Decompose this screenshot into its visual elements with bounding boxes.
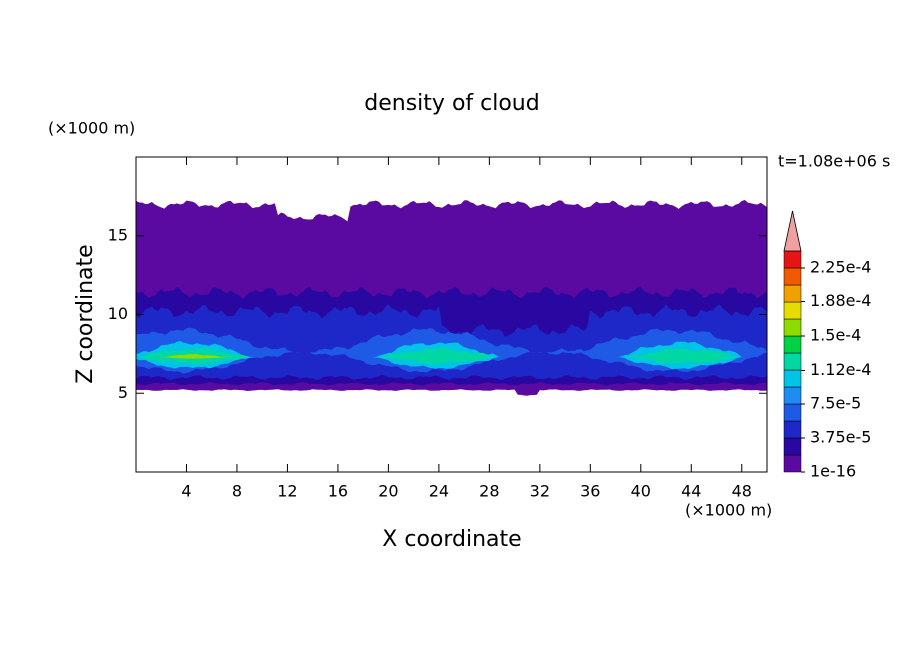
x-axis-label: X coordinate (382, 527, 521, 552)
colorbar-tick-label: 1.88e-4 (810, 291, 871, 310)
x-unit: (×1000 m) (685, 501, 772, 520)
contour-fill (136, 347, 767, 365)
x-tick-label: 32 (530, 482, 550, 501)
x-tick-label: 36 (580, 482, 600, 501)
colorbar-tick-label: 1.12e-4 (810, 360, 871, 379)
colorbar-segment (783, 386, 802, 405)
colorbar-segment (783, 352, 802, 371)
annotation: t=1.08e+06 s (778, 152, 890, 171)
colorbar-segment (783, 318, 802, 337)
y-tick-label: 10 (108, 304, 128, 323)
x-tick-label: 12 (277, 482, 297, 501)
y-tick-label: 15 (108, 225, 128, 244)
x-tick-label: 44 (681, 482, 701, 501)
colorbar-segment (783, 403, 802, 422)
colorbar-tick-label: 1e-16 (810, 462, 856, 481)
x-tick-label: 4 (181, 482, 191, 501)
y-tick-label: 5 (118, 383, 128, 402)
contour-fill (136, 354, 767, 359)
colorbar-tick-label: 3.75e-5 (810, 428, 871, 447)
colorbar-segment (783, 284, 802, 303)
colorbar-tick-label: 7.5e-5 (810, 394, 861, 413)
x-tick-label: 20 (378, 482, 398, 501)
colorbar-segment (783, 420, 802, 439)
x-tick-label: 48 (732, 482, 752, 501)
y-unit: (×1000 m) (48, 119, 135, 138)
colorbar-segment (783, 454, 802, 473)
x-tick-label: 40 (631, 482, 651, 501)
x-tick-label: 28 (479, 482, 499, 501)
colorbar-segment (783, 369, 802, 388)
colorbar-segment (783, 301, 802, 320)
x-tick-label: 24 (429, 482, 449, 501)
colorbar-segment (783, 250, 802, 269)
x-tick-label: 16 (328, 482, 348, 501)
colorbar-extension (783, 210, 802, 252)
colorbar-tick-label: 1.5e-4 (810, 326, 861, 345)
colorbar-segment (783, 335, 802, 354)
colorbar-segment (783, 437, 802, 456)
x-tick-label: 8 (232, 482, 242, 501)
colorbar-tick-label: 2.25e-4 (810, 258, 871, 277)
colorbar-segment (783, 267, 802, 286)
chart-title: density of cloud (364, 91, 539, 116)
y-axis-label: Z coordinate (73, 244, 98, 383)
